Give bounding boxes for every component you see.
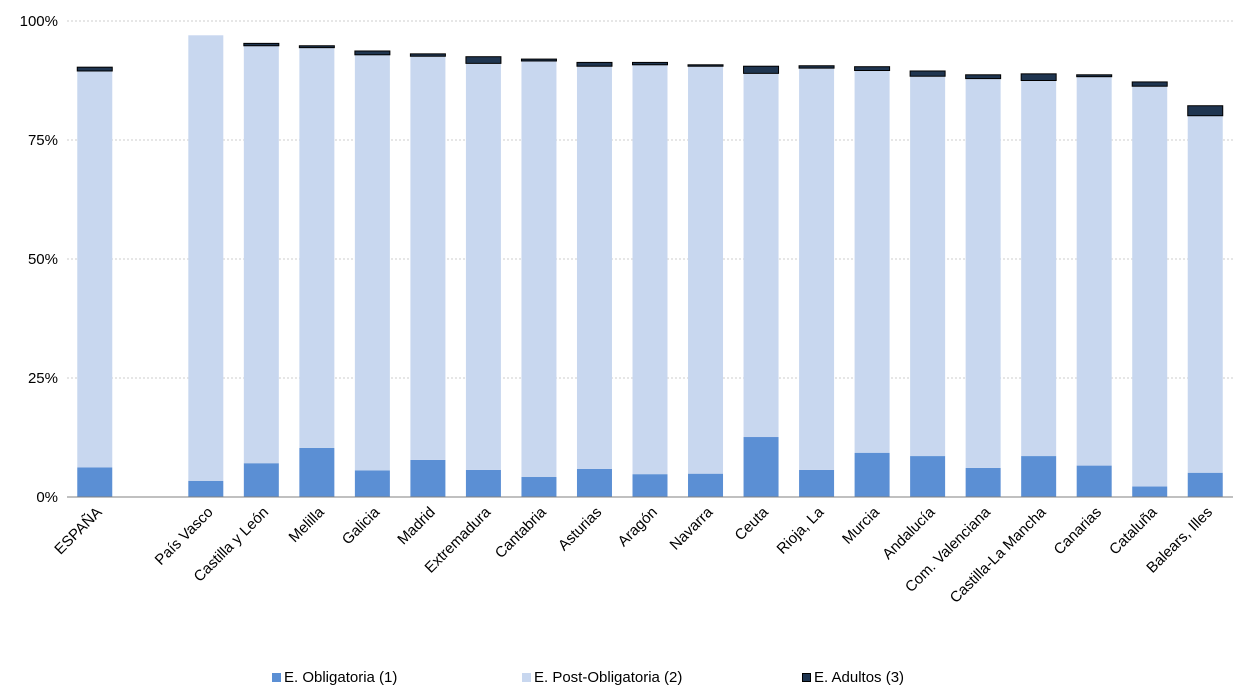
bar-segment-post-obligatoria bbox=[1132, 86, 1168, 487]
bar-segment-obligatoria bbox=[965, 467, 1001, 497]
legend-label-adultos: E. Adultos (3) bbox=[814, 669, 905, 686]
bar-segment-obligatoria bbox=[188, 480, 224, 497]
bar-segment-post-obligatoria bbox=[576, 66, 612, 469]
y-axis-tick-labels: 0% 25% 50% 75% 100% bbox=[20, 13, 58, 506]
bar-segment-obligatoria bbox=[688, 473, 724, 497]
bars bbox=[76, 35, 1224, 497]
bar-segment-post-obligatoria bbox=[1021, 80, 1057, 457]
bar-segment-adultos bbox=[965, 74, 1002, 80]
bar-segment-adultos bbox=[1020, 73, 1057, 81]
x-tick-label: Andalucía bbox=[879, 503, 939, 563]
x-tick-label: Castilla-La Mancha bbox=[947, 503, 1050, 606]
x-tick-label: Canarias bbox=[1051, 504, 1105, 558]
bar-segment-obligatoria bbox=[854, 452, 890, 497]
bar-segment-obligatoria bbox=[521, 477, 557, 497]
bar-segment-post-obligatoria bbox=[521, 60, 557, 478]
x-tick-label: ESPAÑA bbox=[51, 504, 105, 558]
y-tick-label: 25% bbox=[28, 370, 58, 387]
bar-segment-obligatoria bbox=[1132, 486, 1168, 497]
bar-segment-adultos bbox=[798, 65, 835, 69]
x-tick-label: Cantabria bbox=[492, 503, 550, 561]
x-tick-label: Rioja, La bbox=[774, 503, 828, 557]
legend-swatch-adultos bbox=[802, 673, 811, 682]
bar-segment-post-obligatoria bbox=[243, 45, 279, 464]
legend-item-obligatoria: E. Obligatoria (1) bbox=[272, 668, 397, 688]
bar-segment-adultos bbox=[76, 66, 113, 72]
x-tick-label: Melilla bbox=[286, 503, 329, 546]
bar-segment-adultos bbox=[632, 61, 668, 66]
bar-segment-post-obligatoria bbox=[743, 73, 779, 438]
bar-segment-adultos bbox=[354, 50, 391, 56]
bar-segment-obligatoria bbox=[1021, 456, 1057, 497]
bar-segment-post-obligatoria bbox=[1076, 76, 1112, 466]
bar-segment-adultos bbox=[409, 53, 446, 57]
bar-segment-adultos bbox=[1131, 81, 1168, 87]
bar-segment-post-obligatoria bbox=[799, 68, 835, 470]
x-tick-label: Murcia bbox=[839, 503, 883, 547]
bar-segment-obligatoria bbox=[799, 469, 835, 497]
bar-segment-adultos bbox=[465, 56, 502, 64]
x-tick-label: Aragón bbox=[615, 504, 661, 550]
bar-segment-obligatoria bbox=[354, 470, 390, 497]
bar-segment-adultos bbox=[298, 45, 335, 49]
bar-segment-obligatoria bbox=[1187, 472, 1223, 497]
bar-segment-adultos bbox=[243, 42, 280, 47]
bar-segment-adultos bbox=[1187, 105, 1224, 117]
y-tick-label: 100% bbox=[20, 13, 58, 30]
bar-segment-adultos bbox=[1076, 74, 1113, 78]
bar-segment-obligatoria bbox=[410, 459, 446, 497]
bar-segment-obligatoria bbox=[576, 468, 612, 497]
bar-segment-obligatoria bbox=[243, 463, 279, 497]
bar-segment-post-obligatoria bbox=[910, 76, 946, 457]
x-tick-label: Galicia bbox=[339, 503, 384, 548]
bar-segment-post-obligatoria bbox=[188, 35, 224, 481]
bar-segment-post-obligatoria bbox=[965, 78, 1001, 468]
x-tick-label: Ceuta bbox=[732, 503, 773, 544]
bar-segment-post-obligatoria bbox=[410, 56, 446, 460]
bar-segment-obligatoria bbox=[743, 437, 779, 497]
bar-segment-adultos bbox=[743, 65, 780, 74]
bar-segment-adultos bbox=[520, 58, 557, 62]
legend-swatch-obligatoria bbox=[272, 673, 281, 682]
x-tick-label: Madrid bbox=[394, 504, 438, 548]
stacked-bar-chart: 0% 25% 50% 75% 100% ESPAÑA País VascoCastilla… bbox=[20, 13, 1233, 607]
bar-segment-obligatoria bbox=[465, 469, 501, 497]
bar-segment-post-obligatoria bbox=[465, 63, 501, 470]
x-tick-label: Asturias bbox=[555, 504, 605, 554]
bar-segment-obligatoria bbox=[1076, 465, 1112, 497]
y-tick-label: 0% bbox=[36, 489, 58, 506]
bar-segment-post-obligatoria bbox=[854, 70, 890, 453]
bar-segment-adultos bbox=[576, 61, 613, 67]
bar-segment-obligatoria bbox=[77, 467, 113, 497]
bar-segment-post-obligatoria bbox=[299, 47, 335, 448]
bar-segment-obligatoria bbox=[299, 447, 335, 497]
legend-item-adultos: E. Adultos (3) bbox=[802, 668, 904, 688]
y-tick-label: 75% bbox=[28, 132, 58, 149]
x-tick-label: Cataluña bbox=[1106, 503, 1161, 558]
bar-segment-adultos bbox=[909, 70, 946, 77]
legend-swatch-post-obligatoria bbox=[522, 673, 531, 682]
bar-segment-post-obligatoria bbox=[632, 64, 668, 475]
bar-segment-post-obligatoria bbox=[1187, 115, 1223, 473]
x-tick-label: Navarra bbox=[667, 503, 717, 553]
legend-label-obligatoria: E. Obligatoria (1) bbox=[284, 669, 398, 686]
y-tick-label: 50% bbox=[28, 251, 58, 268]
bar-segment-obligatoria bbox=[910, 456, 946, 497]
bar-segment-obligatoria bbox=[632, 474, 668, 497]
legend-item-post-obligatoria: E. Post-Obligatoria (2) bbox=[522, 668, 682, 688]
bar-segment-adultos bbox=[687, 64, 724, 67]
legend: E. Obligatoria (1) E. Post-Obligatoria (… bbox=[0, 668, 1235, 690]
legend-label-post-obligatoria: E. Post-Obligatoria (2) bbox=[534, 669, 683, 686]
bar-segment-adultos bbox=[854, 66, 891, 72]
bar-segment-post-obligatoria bbox=[354, 54, 390, 471]
bar-segment-post-obligatoria bbox=[77, 70, 113, 468]
bar-segment-post-obligatoria bbox=[688, 66, 724, 474]
